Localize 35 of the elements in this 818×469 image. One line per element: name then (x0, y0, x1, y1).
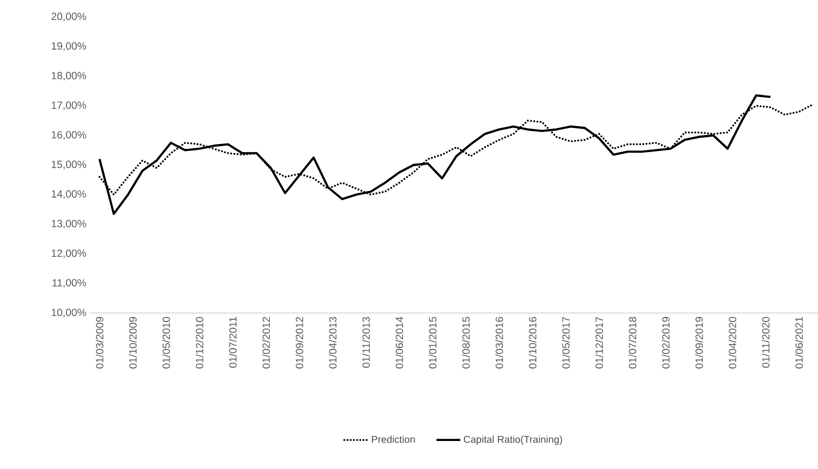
x-tick-label: 01/05/2017 (562, 317, 570, 368)
y-tick-label: 14,00% (52, 190, 86, 199)
x-tick-label: 01/12/2017 (595, 317, 603, 368)
x-tick-label: 01/09/2019 (695, 317, 703, 368)
legend-label: Prediction (372, 436, 415, 443)
x-tick-label: 01/05/2010 (162, 316, 170, 368)
y-tick-label: 19,00% (52, 42, 86, 51)
y-tick-label: 15,00% (52, 160, 86, 170)
x-tick-label: 01/06/2021 (795, 317, 803, 368)
x-tick-label: 01/11/2020 (762, 316, 770, 368)
x-tick-label: 01/07/2011 (228, 317, 237, 368)
y-tick-label: 11,00% (52, 279, 86, 288)
x-tick-label: 01/02/2012 (262, 317, 270, 368)
y-tick-label: 20,00% (52, 12, 86, 22)
x-tick-label: 01/03/2009 (96, 317, 104, 368)
x-tick-label: 01/08/2015 (462, 316, 470, 368)
x-tick-label: 01/04/2013 (328, 316, 337, 368)
y-tick-label: 12,00% (52, 249, 86, 258)
x-tick-label: 01/03/2016 (495, 316, 504, 368)
y-tick-label: 17,00% (52, 101, 86, 110)
x-tick-label: 01/11/2013 (362, 316, 370, 368)
y-tick-label: 16,00% (52, 131, 86, 140)
y-tick-label: 18,00% (52, 72, 86, 81)
x-tick-label: 01/07/2018 (628, 316, 636, 368)
x-tick-label: 01/09/2012 (296, 317, 304, 368)
x-tick-label: 01/10/2016 (528, 316, 536, 368)
x-tick-label: 01/01/2015 (428, 316, 436, 368)
x-tick-label: 01/04/2020 (728, 316, 736, 368)
y-tick-label: 13,00% (52, 220, 86, 229)
legend-label: Capital Ratio(Training) (464, 436, 562, 445)
x-tick-label: 01/12/2010 (196, 316, 204, 368)
x-tick-label: 01/02/2019 (662, 317, 670, 368)
y-tick-label: 10,00% (52, 308, 86, 318)
x-tick-label: 01/06/2014 (395, 316, 404, 368)
x-tick-label: 01/10/2009 (128, 317, 137, 368)
